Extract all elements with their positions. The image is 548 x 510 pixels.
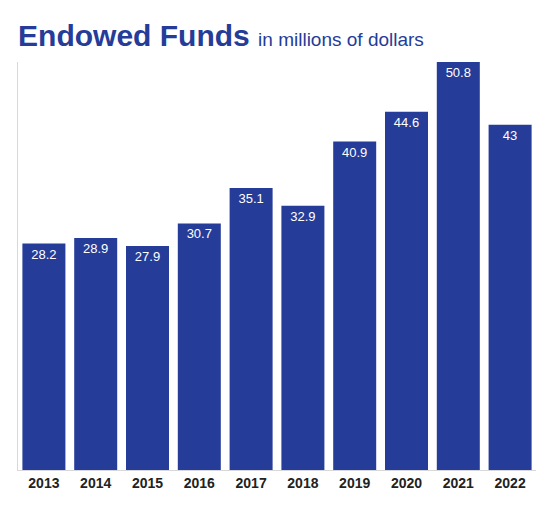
svg-text:2019: 2019 [339,475,370,491]
svg-text:40.9: 40.9 [342,145,367,160]
svg-text:35.1: 35.1 [238,191,263,206]
svg-text:32.9: 32.9 [290,209,315,224]
svg-text:28.9: 28.9 [83,241,108,256]
svg-text:30.7: 30.7 [187,226,212,241]
svg-text:2015: 2015 [132,475,163,491]
svg-text:2014: 2014 [80,475,111,491]
svg-text:28.2: 28.2 [31,247,56,262]
svg-text:2017: 2017 [236,475,267,491]
svg-text:2022: 2022 [495,475,526,491]
svg-text:2020: 2020 [391,475,422,491]
svg-text:2021: 2021 [443,475,474,491]
svg-text:2018: 2018 [287,475,318,491]
svg-text:Endowed Funds in millions of d: Endowed Funds in millions of dollars [18,19,424,52]
svg-text:27.9: 27.9 [135,249,160,264]
svg-text:44.6: 44.6 [394,115,419,130]
svg-text:50.8: 50.8 [446,65,471,80]
svg-text:2016: 2016 [184,475,215,491]
svg-text:43: 43 [503,128,517,143]
svg-text:2013: 2013 [28,475,59,491]
